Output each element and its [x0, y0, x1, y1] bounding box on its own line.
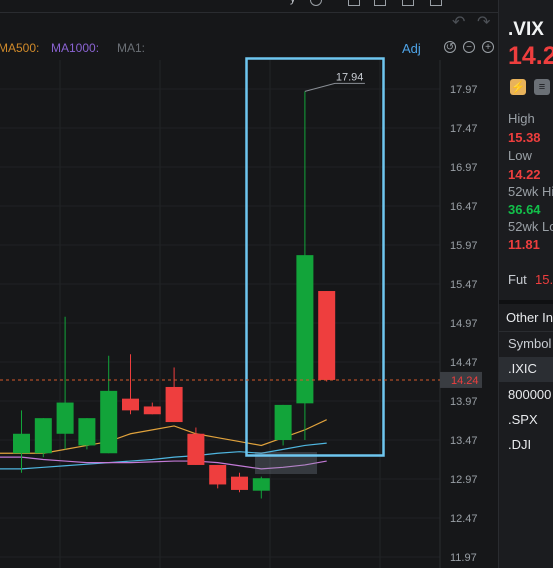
index-row-dji[interactable]: .DJI: [499, 433, 553, 458]
high-annotation-leader: [304, 82, 365, 92]
chart-toolbar: y: [0, 0, 498, 13]
toolbar-layout-icon[interactable]: [348, 0, 360, 6]
ma500-label: MA500:: [0, 41, 40, 55]
high-value: 15.38: [508, 130, 541, 145]
candle[interactable]: [296, 91, 314, 440]
price-tick-label: 17.47: [450, 123, 478, 135]
redo-icon[interactable]: ↷: [477, 14, 491, 31]
wk52-high-value: 36.64: [508, 202, 541, 217]
price-tick-label: 15.97: [450, 240, 478, 252]
candle-body: [209, 464, 227, 485]
toolbar-extra-icon[interactable]: [430, 0, 442, 6]
toolbar-menu-fragment: y: [290, 0, 296, 5]
undo-icon[interactable]: ↶: [452, 14, 466, 31]
candle[interactable]: [231, 472, 248, 493]
candle[interactable]: [165, 367, 183, 423]
price-tick-label: 14.47: [450, 357, 478, 369]
candle-body: [274, 404, 292, 440]
futures-value: 15.: [535, 272, 553, 287]
ticker-price: 14.2: [508, 42, 553, 70]
ticker-symbol: .VIX: [508, 19, 544, 40]
candle-body: [100, 390, 118, 454]
highlight-box: [245, 57, 385, 457]
current-price-label: 14.24: [451, 375, 479, 387]
price-tick-label: 12.47: [450, 513, 478, 525]
high-annotation-label: 17.94: [336, 71, 364, 83]
candle-body: [56, 402, 74, 434]
index-row-spx[interactable]: .SPX: [499, 408, 553, 433]
toolbar-more-icon[interactable]: [402, 0, 414, 6]
document-icon[interactable]: ≡: [534, 79, 550, 95]
wk52-low-value: 11.81: [508, 237, 540, 252]
candle-body: [231, 476, 248, 490]
ma-line-pink: [0, 456, 327, 470]
ma1000-label: MA1000:: [51, 41, 100, 55]
candle-body: [187, 433, 205, 465]
index-symbol: .SPX: [508, 412, 538, 427]
price-tick-label: 16.47: [450, 201, 478, 213]
futures-label: Fut: [508, 272, 527, 287]
price-tick-label: 17.97: [450, 84, 478, 96]
panel-divider-2: [499, 331, 553, 332]
low-value: 14.22: [508, 167, 541, 182]
candle-body: [296, 255, 314, 404]
candle-body: [318, 291, 336, 380]
price-tick-label: 14.97: [450, 318, 478, 330]
candle[interactable]: [274, 404, 292, 446]
candle[interactable]: [187, 427, 205, 465]
selection-shade: [255, 452, 317, 474]
zoom-out-icon[interactable]: −: [463, 41, 475, 53]
toolbar-settings-icon[interactable]: [374, 0, 386, 6]
price-tick-label: 13.47: [450, 435, 478, 447]
candle-body: [13, 433, 30, 454]
candle-body: [252, 478, 270, 491]
index-symbol: .DJI: [508, 437, 532, 452]
high-label: High: [508, 111, 535, 126]
ma1-label: MA1:: [117, 41, 146, 55]
candle[interactable]: [78, 418, 96, 450]
other-indices-header: Other In: [506, 310, 553, 325]
candle-body: [165, 386, 183, 423]
adj-toggle[interactable]: Adj: [402, 41, 421, 56]
index-symbol: 800000: [508, 387, 552, 402]
candle[interactable]: [34, 418, 52, 458]
candle-body: [122, 398, 139, 411]
quote-panel: .VIX 14.2 ⚡ ≡ High 15.38 Low 14.22 52wk …: [498, 0, 553, 568]
current-price-tag: [440, 371, 482, 388]
ma-line-blue: [0, 442, 327, 470]
candle[interactable]: [100, 355, 118, 454]
price-tick-label: 12.97: [450, 474, 478, 486]
candle-body: [143, 406, 161, 415]
candle[interactable]: [143, 402, 161, 415]
candle[interactable]: [122, 354, 139, 415]
candle[interactable]: [209, 464, 227, 489]
price-tick-label: 11.97: [450, 552, 477, 564]
candle[interactable]: [13, 410, 30, 473]
candle[interactable]: [252, 476, 270, 499]
reset-icon[interactable]: ↺: [444, 41, 456, 53]
index-symbol: .IXIC: [508, 361, 537, 376]
ma-line-orange: [0, 419, 327, 454]
lightning-icon[interactable]: ⚡: [510, 79, 526, 95]
chart-area[interactable]: y ↶ ↷ MA500: MA1000: MA1: Adj ↺ − + 17.9…: [0, 0, 498, 568]
candle[interactable]: [56, 316, 74, 450]
candle-body: [78, 418, 96, 446]
index-row-ixic[interactable]: .IXIC: [499, 357, 553, 382]
wk52-high-label: 52wk Hi: [508, 184, 553, 199]
wk52-low-label: 52wk Lo: [508, 219, 553, 234]
low-label: Low: [508, 148, 532, 163]
symbol-column-header: Symbol: [508, 336, 552, 351]
price-tick-label: 16.97: [450, 162, 478, 174]
candle-body: [34, 418, 52, 454]
zoom-in-icon[interactable]: +: [482, 41, 494, 53]
candle[interactable]: [318, 291, 336, 382]
index-row-800000[interactable]: 800000: [499, 383, 553, 408]
candlestick-chart[interactable]: 17.94 14.24 17.97 17.47 16.97 16.47 15.97 15.4…: [0, 0, 498, 568]
price-tick-label: 13.97: [450, 396, 478, 408]
panel-divider: [499, 300, 553, 304]
price-tick-label: 15.47: [450, 279, 478, 291]
